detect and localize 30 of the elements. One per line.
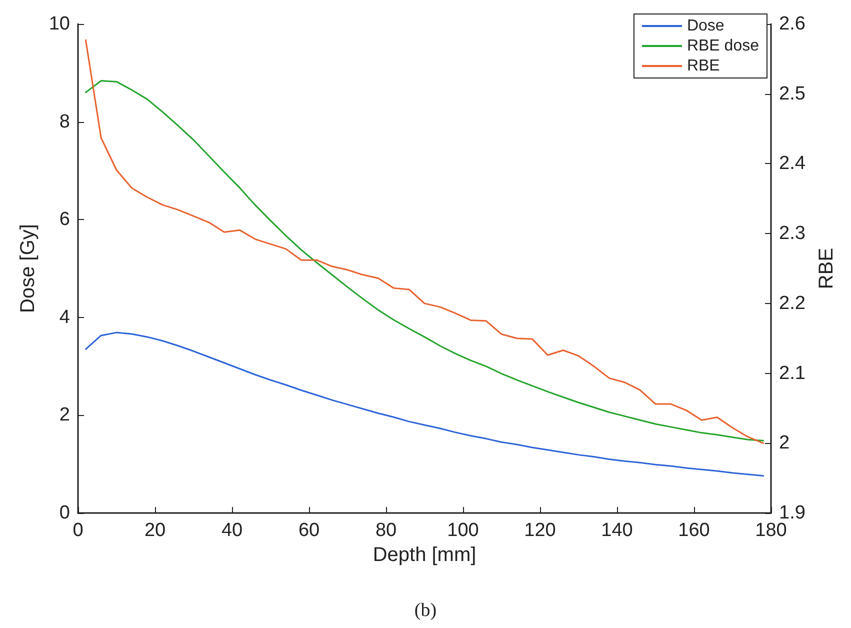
y-tick-label: 6 [59, 209, 70, 230]
y2-tick-label: 2.1 [779, 362, 806, 384]
x-tick-label: 100 [447, 520, 479, 541]
y2-tick-label: 2.3 [779, 223, 806, 244]
x-tick-label: 0 [72, 520, 84, 541]
y-tick-label: 8 [59, 111, 70, 132]
x-tick-label: 80 [375, 520, 397, 541]
y-axis-title: Dose [Gy] [16, 224, 39, 313]
x-axis-title: Depth [mm] [372, 544, 476, 566]
legend-label: Dose [686, 18, 724, 34]
legend-label: RBE dose [686, 38, 760, 54]
y-tick-label: 4 [59, 306, 70, 328]
y-tick-label: 10 [48, 14, 70, 34]
y2-tick-label: 2.5 [779, 83, 806, 104]
x-tick-label: 120 [524, 520, 556, 541]
text: (b) [414, 600, 437, 621]
x-tick-label: 20 [144, 520, 166, 541]
x-tick-label: 160 [678, 520, 710, 541]
y2-tick-label: 2 [779, 432, 790, 454]
y-tick-label: 0 [59, 502, 70, 524]
y2-axis-title: RBE [815, 248, 838, 290]
x-tick-label: 140 [601, 520, 633, 541]
y2-tick-label: 2.6 [779, 14, 806, 34]
y2-tick-label: 2.4 [779, 153, 806, 174]
line-series [84, 332, 764, 477]
y2-tick-label: 2.2 [779, 292, 806, 314]
y-tick-label: 2 [59, 404, 70, 426]
legend-label: RBE [686, 58, 720, 74]
x-tick-label: 60 [298, 520, 320, 541]
x-tick-label: 40 [221, 520, 243, 541]
